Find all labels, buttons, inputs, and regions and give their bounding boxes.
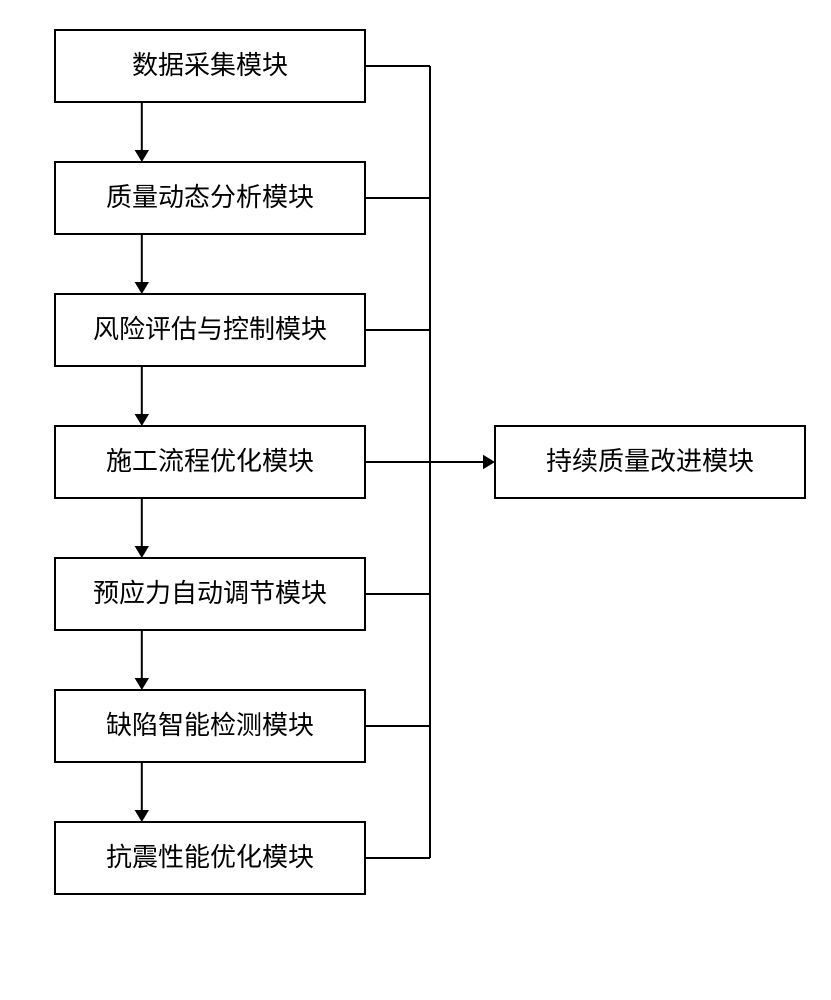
flow-node-label: 施工流程优化模块 (106, 447, 314, 476)
flow-node-n6: 缺陷智能检测模块 (55, 690, 365, 762)
flow-node-n4: 施工流程优化模块 (55, 426, 365, 498)
flowchart-canvas: 数据采集模块质量动态分析模块风险评估与控制模块施工流程优化模块预应力自动调节模块… (0, 0, 831, 1000)
flow-node-n1: 数据采集模块 (55, 30, 365, 102)
flow-node-n3: 风险评估与控制模块 (55, 294, 365, 366)
flow-node-label: 抗震性能优化模块 (106, 843, 314, 872)
flow-node-label: 风险评估与控制模块 (93, 315, 327, 344)
flow-node-label: 预应力自动调节模块 (93, 579, 327, 608)
flow-node-right: 持续质量改进模块 (495, 426, 805, 498)
flow-node-n5: 预应力自动调节模块 (55, 558, 365, 630)
flow-node-label: 持续质量改进模块 (546, 447, 754, 476)
flow-node-label: 缺陷智能检测模块 (106, 711, 314, 740)
flow-node-n7: 抗震性能优化模块 (55, 822, 365, 894)
flow-node-label: 质量动态分析模块 (106, 183, 314, 212)
flow-node-label: 数据采集模块 (132, 51, 288, 80)
flow-node-n2: 质量动态分析模块 (55, 162, 365, 234)
